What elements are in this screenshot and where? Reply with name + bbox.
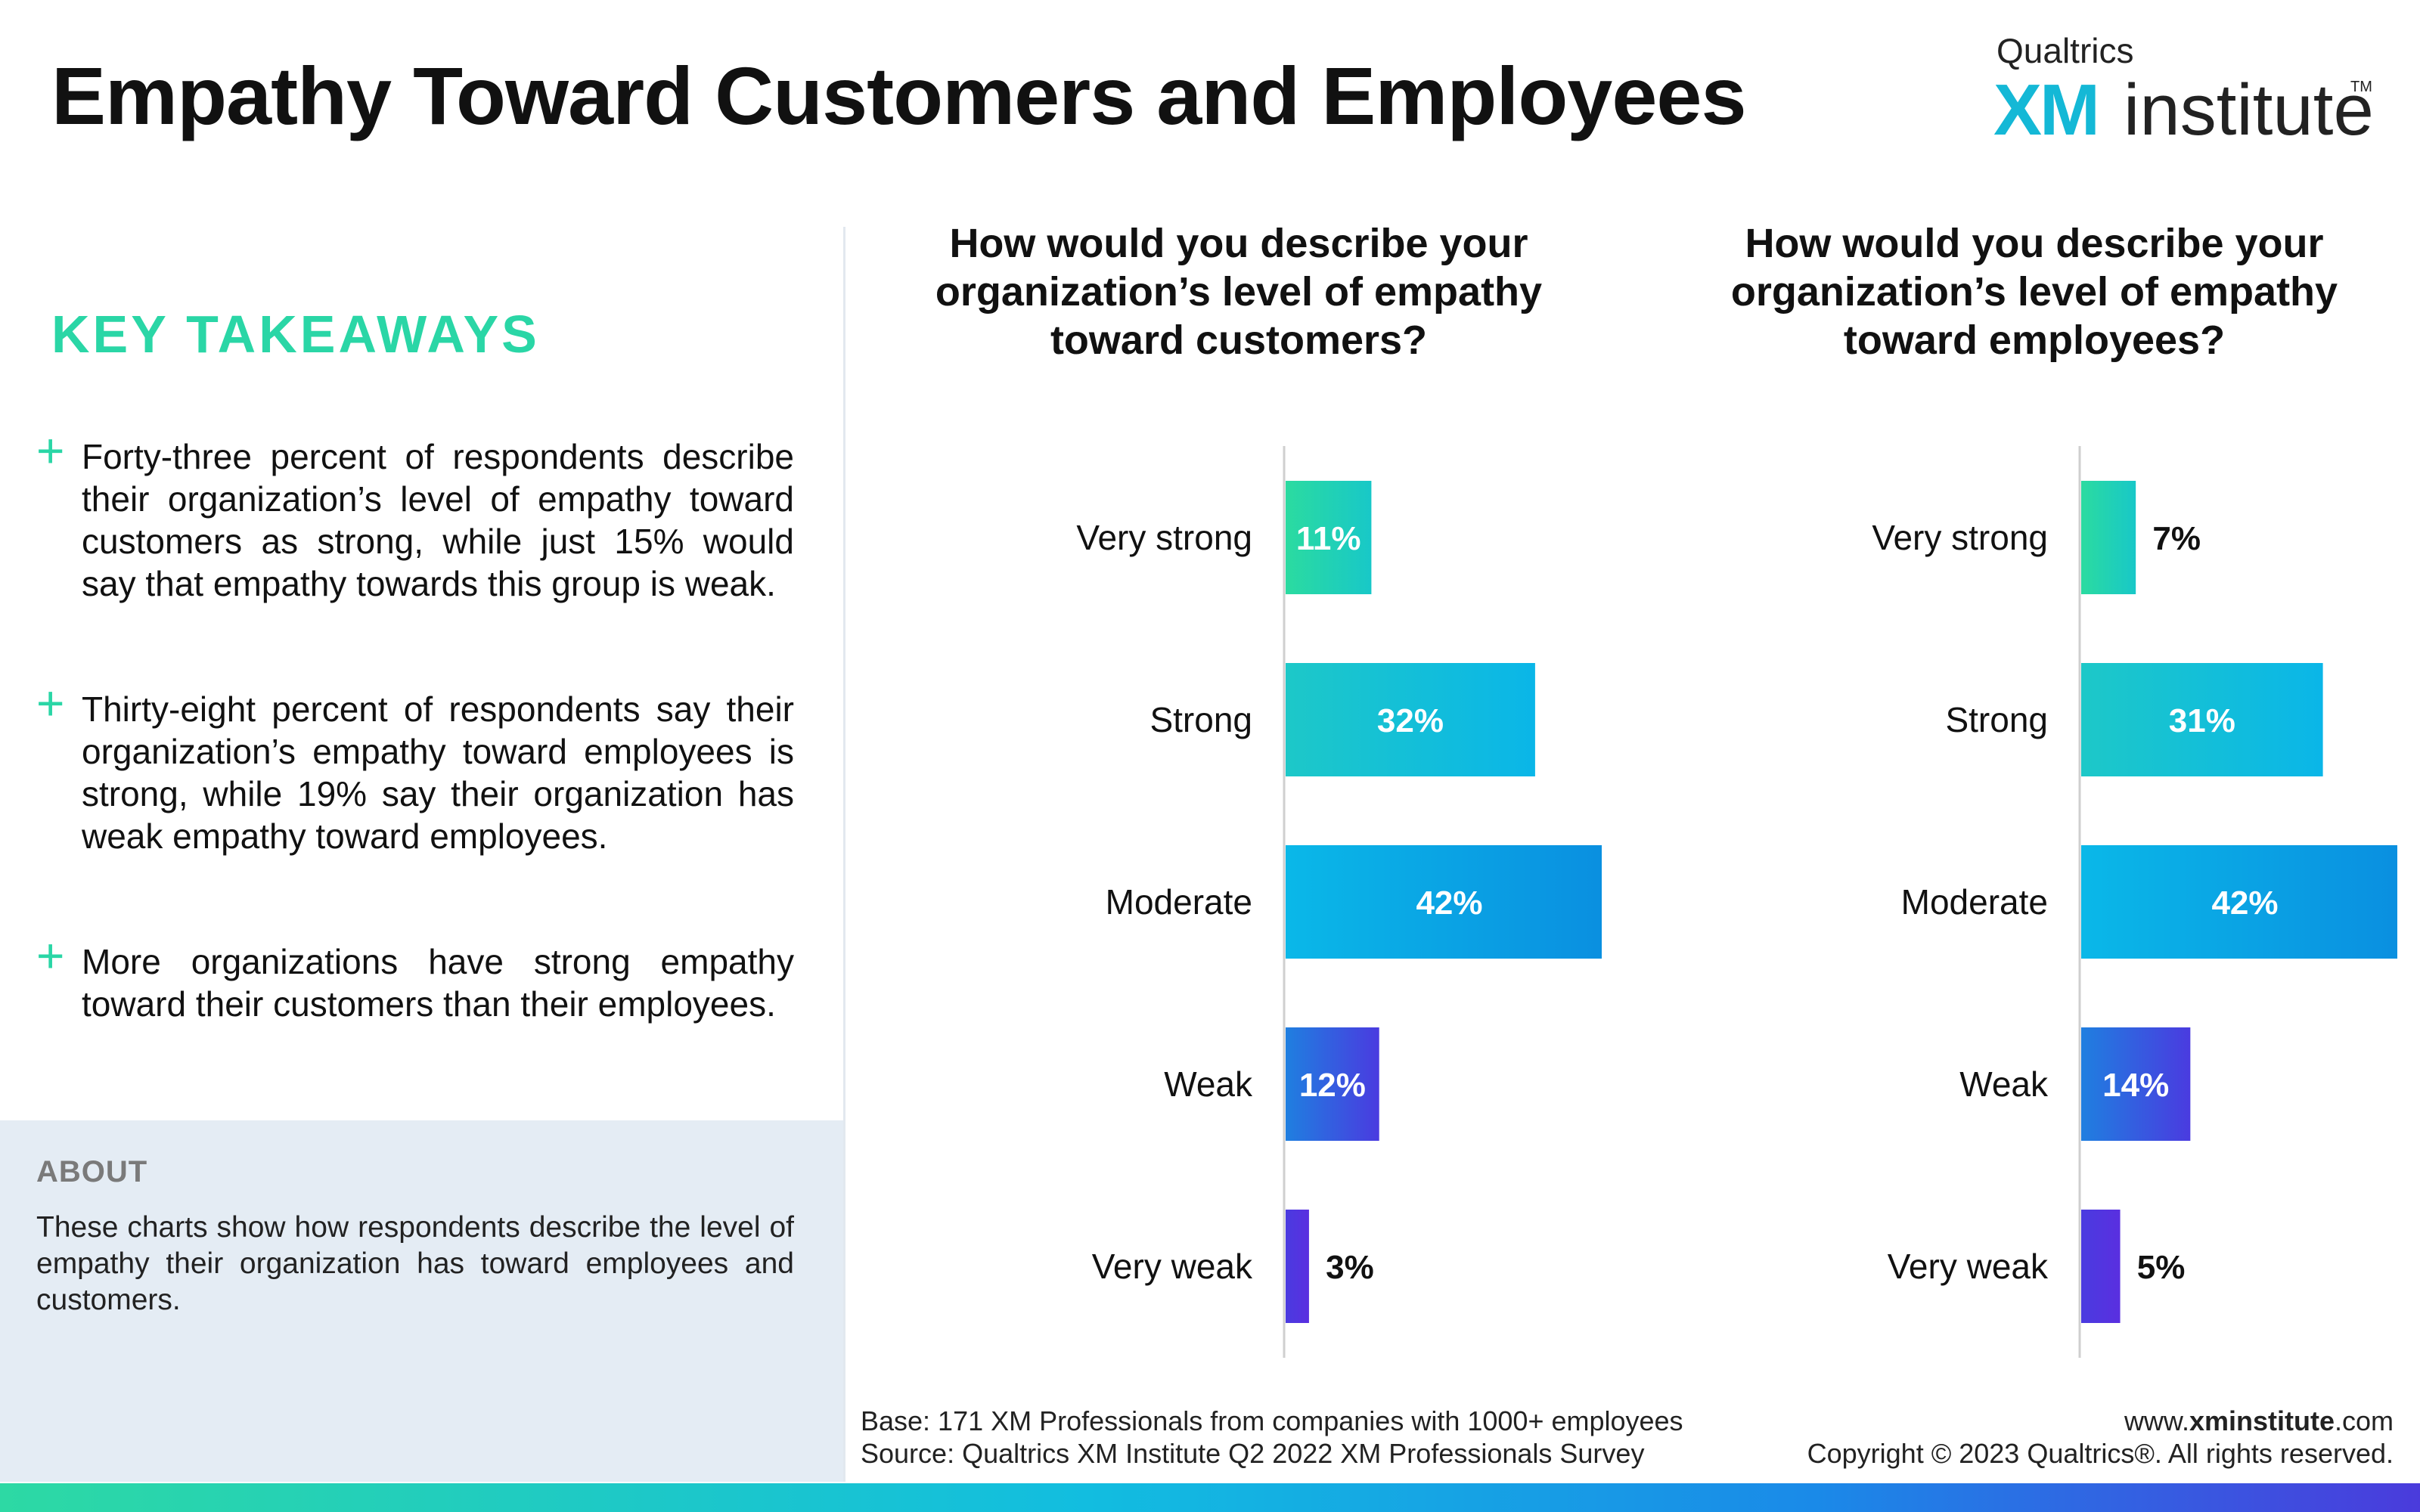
url-suffix: .com [2334, 1405, 2394, 1436]
value-label: 32% [1377, 702, 1444, 739]
footer-url[interactable]: www.xminstitute.com [1807, 1405, 2394, 1437]
footer-base: Base: 171 XM Professionals from companie… [861, 1405, 1683, 1436]
brand-gradient-bar [0, 1483, 2420, 1512]
bar-moderate [2081, 845, 2397, 959]
takeaway-text: Thirty-eight percent of respondents say … [82, 689, 794, 856]
category-label: Strong [1945, 700, 2048, 739]
value-label: 3% [1326, 1249, 1374, 1286]
plus-icon: + [36, 928, 65, 983]
takeaway-item: + More organizations have strong empathy… [36, 931, 794, 1025]
page-title: Empathy Toward Customers and Employees [51, 50, 1747, 141]
chart-title: How would you describe your organization… [935, 221, 1543, 363]
plus-icon: + [36, 676, 65, 730]
bar-strong [2081, 663, 2323, 776]
value-label: 42% [1416, 885, 1482, 922]
value-label: 11% [1296, 520, 1361, 557]
category-label: Very strong [1076, 518, 1252, 557]
bar-very-weak [1286, 1210, 1309, 1323]
category-label: Strong [1150, 700, 1252, 739]
value-label: 12% [1299, 1067, 1366, 1104]
category-label: Very weak [1888, 1247, 2049, 1286]
category-label: Weak [1959, 1064, 2049, 1104]
employees-chart-plot: Very strong 7% Strong 31% Moderate 42% Weak 14%… [1872, 446, 2397, 1358]
footer-source-line: Source: Qualtrics XM Institute Q2 2022 X… [861, 1438, 1645, 1469]
about-title: ABOUT [36, 1155, 148, 1188]
takeaway-item: + Forty-three percent of respondents des… [36, 426, 794, 605]
footer-copyright-block: www.xminstitute.com Copyright © 2023 Qua… [1807, 1405, 2394, 1470]
xm-institute-logo: Qualtrics XM institute TM [1953, 30, 2376, 151]
bar-strong [1286, 663, 1535, 776]
takeaway-item: + Thirty-eight percent of respondents sa… [36, 679, 794, 857]
url-prefix: www. [2124, 1405, 2189, 1436]
bar-weak [1286, 1027, 1379, 1141]
takeaway-text: More organizations have strong empathy t… [82, 942, 794, 1024]
category-label: Moderate [1901, 882, 2048, 922]
logo-xm: XM [1993, 70, 2100, 150]
logo-trademark: TM [2350, 79, 2372, 95]
category-label: Very weak [1092, 1247, 1253, 1286]
about-panel: ABOUT These charts show how respondents … [0, 1120, 843, 1482]
category-label: Weak [1164, 1064, 1253, 1104]
footer-source: Base: 171 XM Professionals from companie… [861, 1405, 1683, 1470]
url-domain: xminstitute [2189, 1405, 2335, 1436]
category-label: Moderate [1106, 882, 1252, 922]
plus-icon: + [36, 423, 65, 478]
value-label: 5% [2137, 1249, 2186, 1286]
category-label: Very strong [1872, 518, 2048, 557]
bar-very-strong [1286, 481, 1372, 594]
customers-chart-plot: Very strong 11% Strong 32% Moderate 42% Weak 12… [1076, 446, 1602, 1358]
takeaway-text: Forty-three percent of respondents descr… [82, 437, 794, 603]
bar-very-strong [2081, 481, 2136, 594]
footer-copyright: Copyright © 2023 Qualtrics®. All rights … [1807, 1438, 2394, 1469]
logo-institute: institute [2124, 70, 2374, 150]
key-takeaways-title: KEY TAKEAWAYS [51, 305, 540, 364]
key-takeaways-panel: KEY TAKEAWAYS + Forty-three percent of r… [0, 227, 843, 1119]
customers-chart: How would you describe your organization… [876, 219, 1602, 1361]
about-text: These charts show how respondents descri… [36, 1211, 794, 1316]
bar-very-weak [2081, 1210, 2121, 1323]
value-label: 42% [2211, 885, 2278, 922]
employees-chart: How would you describe your organization… [1671, 219, 2397, 1361]
panel-divider [843, 227, 845, 1482]
bar-moderate [1286, 845, 1602, 959]
chart-title: How would you describe your organization… [1730, 221, 2338, 363]
value-label: 7% [2152, 520, 2201, 557]
bar-weak [2081, 1027, 2191, 1141]
logo-brand: Qualtrics [1996, 31, 2134, 70]
value-label: 14% [2102, 1067, 2169, 1104]
value-label: 31% [2169, 702, 2235, 739]
